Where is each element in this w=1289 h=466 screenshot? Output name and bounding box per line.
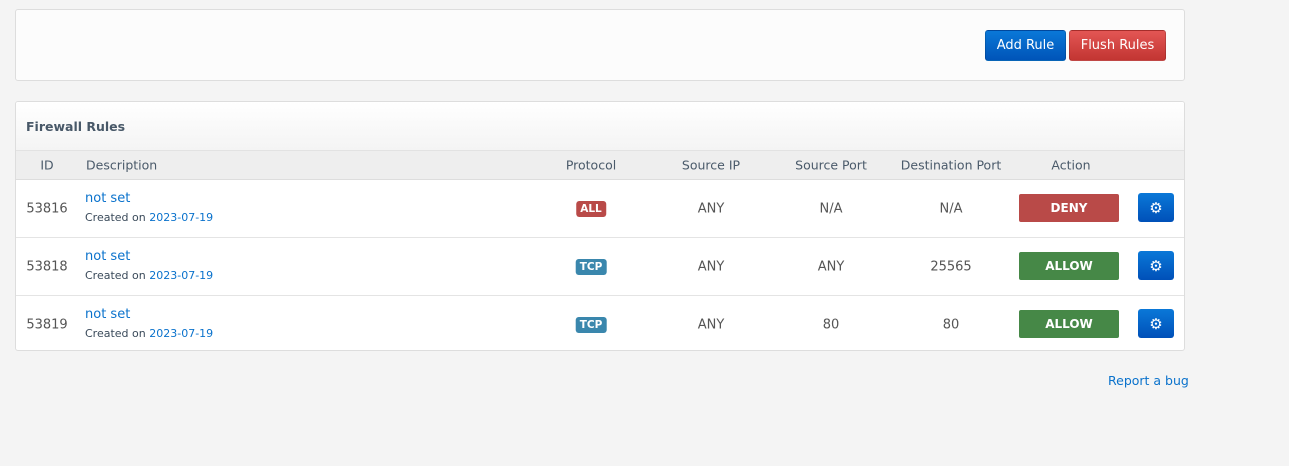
protocol-badge: TCP <box>575 258 607 275</box>
rule-description-link[interactable]: not set <box>85 249 131 264</box>
rule-description-cell: not set Created on 2023-07-19 <box>85 191 213 225</box>
rule-description-cell: not set Created on 2023-07-19 <box>85 307 213 341</box>
source-port: N/A <box>819 201 843 216</box>
column-header-source-port: Source Port <box>795 157 867 173</box>
rule-id: 53819 <box>26 317 68 332</box>
created-prefix: Created on <box>85 327 146 340</box>
table-header: ID Description Protocol Source IP Source… <box>16 151 1184 180</box>
settings-button[interactable]: ⚙ <box>1138 251 1174 280</box>
flush-rules-button[interactable]: Flush Rules <box>1069 30 1166 61</box>
column-header-description: Description <box>86 157 158 173</box>
rule-id: 53816 <box>26 201 68 216</box>
created-info: Created on 2023-07-19 <box>85 211 213 224</box>
action-button[interactable]: ALLOW <box>1019 252 1119 280</box>
add-rule-button[interactable]: Add Rule <box>985 30 1066 61</box>
protocol-badge: ALL <box>576 200 606 217</box>
column-header-action: Action <box>1051 157 1091 173</box>
action-button[interactable]: DENY <box>1019 194 1119 222</box>
created-info: Created on 2023-07-19 <box>85 327 213 340</box>
column-header-source-ip: Source IP <box>681 157 741 173</box>
destination-port: 25565 <box>930 259 972 274</box>
column-header-protocol: Protocol <box>565 157 617 173</box>
settings-button[interactable]: ⚙ <box>1138 309 1174 338</box>
destination-port: 80 <box>942 317 960 332</box>
created-prefix: Created on <box>85 211 146 224</box>
report-bug-link[interactable]: Report a bug <box>1108 373 1189 388</box>
table-row: 53818 not set Created on 2023-07-19 TCP … <box>16 238 1184 296</box>
source-port: 80 <box>822 317 840 332</box>
rule-id: 53818 <box>26 259 68 274</box>
toolbar-panel: Add Rule Flush Rules <box>15 9 1185 81</box>
action-button[interactable]: ALLOW <box>1019 310 1119 338</box>
created-date: 2023-07-19 <box>149 327 214 340</box>
column-header-id: ID <box>40 157 54 173</box>
created-info: Created on 2023-07-19 <box>85 269 213 282</box>
created-date: 2023-07-19 <box>149 211 214 224</box>
table-row: 53819 not set Created on 2023-07-19 TCP … <box>16 296 1184 350</box>
firewall-rules-panel: Firewall Rules ID Description Protocol S… <box>15 101 1185 351</box>
source-ip: ANY <box>697 259 725 274</box>
panel-title: Firewall Rules <box>16 102 1184 151</box>
source-port: ANY <box>817 259 845 274</box>
gear-icon: ⚙ <box>1149 314 1163 333</box>
created-prefix: Created on <box>85 269 146 282</box>
destination-port: N/A <box>939 201 963 216</box>
column-header-destination-port: Destination Port <box>900 157 1002 173</box>
rule-description-cell: not set Created on 2023-07-19 <box>85 249 213 283</box>
source-ip: ANY <box>697 201 725 216</box>
protocol-badge: TCP <box>575 316 607 333</box>
gear-icon: ⚙ <box>1149 256 1163 275</box>
table-row: 53816 not set Created on 2023-07-19 ALL … <box>16 180 1184 238</box>
settings-button[interactable]: ⚙ <box>1138 193 1174 222</box>
gear-icon: ⚙ <box>1149 198 1163 217</box>
created-date: 2023-07-19 <box>149 269 214 282</box>
rule-description-link[interactable]: not set <box>85 191 131 206</box>
source-ip: ANY <box>697 317 725 332</box>
rule-description-link[interactable]: not set <box>85 307 131 322</box>
